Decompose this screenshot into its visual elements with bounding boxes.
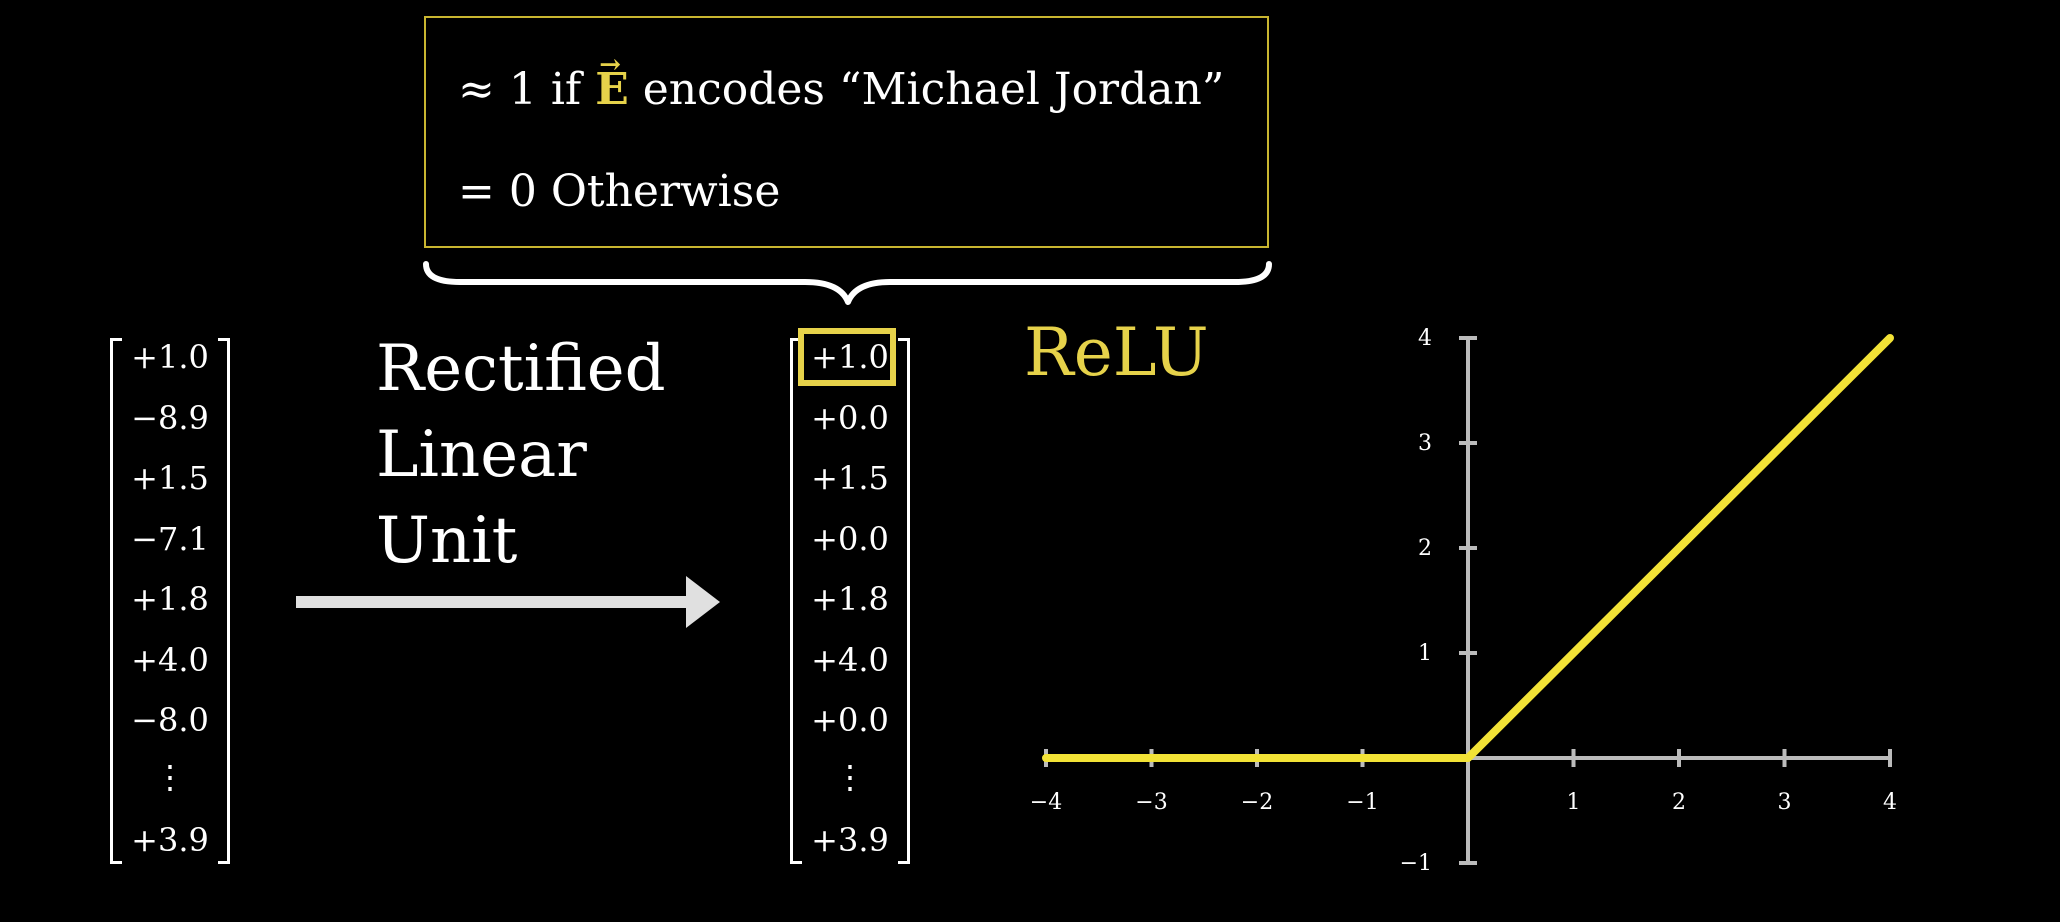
output-entry: +3.9	[811, 821, 889, 859]
relu-line	[1042, 334, 1894, 762]
output-entry: +0.0	[811, 701, 889, 739]
output-entry-highlighted: +1.0	[811, 338, 889, 376]
x-tick-label: −3	[1135, 790, 1167, 815]
output-entry-ellipsis: ⋮	[834, 758, 866, 796]
x-tick-label: −4	[1030, 790, 1062, 815]
output-entry: +4.0	[811, 641, 889, 679]
x-tick-label: −1	[1346, 790, 1378, 815]
definition-prefix: ≈ 1 if	[458, 64, 596, 115]
input-entry: +1.5	[131, 459, 209, 497]
input-entry: +1.8	[131, 580, 209, 618]
output-entry: +0.0	[811, 520, 889, 558]
definition-line-otherwise: = 0 Otherwise	[458, 166, 781, 217]
output-entry: +0.0	[811, 399, 889, 437]
y-tick-label: 4	[1418, 326, 1432, 351]
transform-label-line1: Rectified	[376, 332, 666, 406]
y-tick-label: 1	[1418, 641, 1432, 666]
curly-brace	[423, 261, 1272, 305]
y-tick-label: −1	[1400, 851, 1432, 876]
x-tick-label: 3	[1778, 790, 1792, 815]
output-vector-left-bracket	[790, 338, 802, 864]
input-vector-left-bracket	[110, 338, 122, 864]
x-tick-label: 4	[1883, 790, 1897, 815]
output-vector: +1.0 +0.0 +1.5 +0.0 +1.8 +4.0 +0.0 ⋮ +3.…	[790, 338, 910, 864]
vector-arrow-icon: →	[599, 50, 621, 80]
transform-label-line2: Linear	[376, 418, 587, 492]
output-entry: +1.8	[811, 580, 889, 618]
input-vector-right-bracket	[218, 338, 230, 864]
input-entry: −8.0	[131, 701, 209, 739]
transform-label-line3: Unit	[376, 504, 518, 578]
relu-chart-title: ReLU	[1024, 314, 1209, 391]
embedding-vector-symbol: → E	[595, 50, 629, 115]
input-entry: −7.1	[131, 520, 209, 558]
highlight-box	[798, 328, 896, 386]
input-entry: +4.0	[131, 641, 209, 679]
right-arrow-icon	[296, 576, 720, 628]
x-tick-label: 2	[1672, 790, 1686, 815]
x-tick-label: 1	[1567, 790, 1581, 815]
y-tick-label: 2	[1418, 536, 1432, 561]
definition-box: ≈ 1 if → E encodes “Michael Jordan” = 0 O…	[424, 16, 1269, 248]
input-entry-ellipsis: ⋮	[154, 758, 186, 796]
input-entry: −8.9	[131, 399, 209, 437]
output-entry: +1.5	[811, 459, 889, 497]
input-entry: +3.9	[131, 821, 209, 859]
y-tick-label: 3	[1418, 431, 1432, 456]
x-tick-label: −2	[1241, 790, 1273, 815]
output-vector-right-bracket	[898, 338, 910, 864]
input-vector: +1.0 −8.9 +1.5 −7.1 +1.8 +4.0 −8.0 ⋮ +3.…	[110, 338, 230, 864]
input-entry: +1.0	[131, 338, 209, 376]
relu-chart: −4 −3 −2 −1 1 2 3 4 −1 1 2 3 4	[1030, 326, 1897, 876]
definition-line-approx-one: ≈ 1 if → E encodes “Michael Jordan”	[458, 50, 1225, 115]
definition-suffix: encodes “Michael Jordan”	[628, 64, 1225, 115]
